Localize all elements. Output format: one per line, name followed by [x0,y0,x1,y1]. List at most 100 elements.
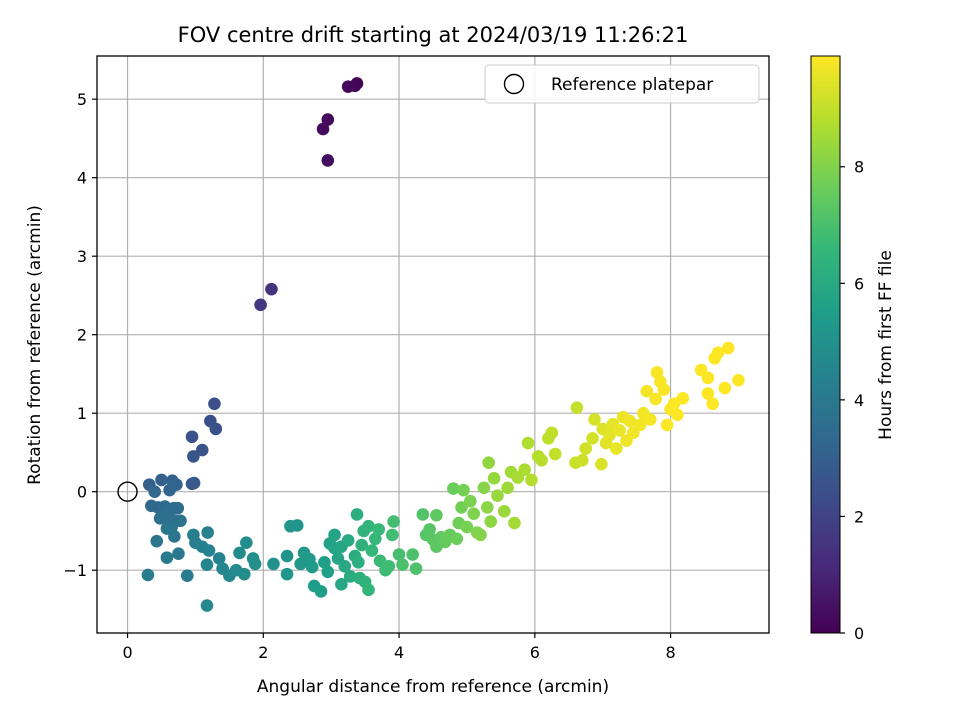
data-point [187,450,200,463]
data-point [508,516,521,530]
data-point [195,443,209,457]
plot-frame [96,55,770,634]
x-tick-label: 2 [258,643,268,662]
legend-box [484,64,760,104]
y-tick-label: 1 [77,404,87,423]
data-point [160,551,174,564]
legend: Reference platepar [484,64,760,104]
y-axis-label: Rotation from reference (arcmin) [25,205,45,485]
x-tick-label: 8 [665,643,675,662]
data-point [477,481,491,495]
data-point [321,565,335,579]
data-point [280,567,294,581]
data-point [305,560,319,574]
data-point [155,473,168,487]
data-point [382,559,396,573]
data-point [267,557,280,571]
data-point [248,557,262,571]
data-point [148,485,161,498]
data-point [409,562,423,575]
data-point [518,463,531,477]
data-point [423,523,436,536]
data-point [396,558,409,572]
legend-entry-reference: Reference platepar [551,75,713,95]
data-point [633,418,647,432]
data-point [482,456,495,469]
data-point [588,413,601,426]
data-point [525,473,538,487]
data-point [233,546,246,560]
data-point [487,472,501,485]
data-point [168,530,181,543]
colorbar-tick-label: 0 [854,624,864,643]
data-point [649,392,662,406]
data-point [335,578,348,591]
data-point [660,418,674,432]
colorbar [810,55,841,634]
data-point [201,526,214,539]
data-point [387,515,400,528]
x-axis-label: Angular distance from reference (arcmin) [257,677,609,697]
x-axis-ticks: 0 2 4 6 8 [122,633,676,662]
data-point [535,453,548,467]
data-point [150,534,164,548]
data-point [474,528,487,542]
colorbar-label: Hours from first FF file [876,250,896,440]
data-point [497,505,511,518]
data-point [545,426,559,440]
colorbar-tick-label: 8 [854,158,864,177]
data-point [254,298,267,312]
reference-point-marker [117,481,138,502]
data-point [352,556,365,569]
data-point [484,515,497,528]
data-point [240,536,253,550]
data-point [460,520,474,534]
data-point [721,341,735,355]
x-tick-label: 6 [530,643,540,662]
y-axis-ticks: −1 0 1 2 3 4 5 [63,90,97,580]
colorbar-ticks: 0 2 4 6 8 [840,158,864,643]
data-points [117,77,745,612]
data-point [163,483,176,497]
y-tick-label: −1 [63,561,87,580]
data-point [603,428,616,442]
y-tick-label: 4 [77,169,87,188]
data-point [718,381,732,395]
data-point [153,512,167,525]
chart-title: FOV centre drift starting at 2024/03/19 … [178,23,689,47]
data-point [212,552,226,565]
data-point [343,570,357,583]
data-point [491,489,504,502]
data-point [701,371,715,385]
data-point [180,569,194,582]
data-point [185,430,199,444]
data-point [209,422,223,436]
data-point [430,508,443,522]
data-point [362,519,375,533]
data-point [464,494,477,508]
data-point [172,547,185,561]
data-point [341,534,355,547]
data-point [280,549,294,563]
data-point [355,538,369,552]
data-point [174,514,187,528]
data-point [416,508,430,521]
data-point [185,477,199,491]
data-point [548,447,562,461]
data-point [671,408,684,422]
y-tick-label: 0 [77,483,87,502]
data-point [171,501,185,515]
data-point [406,548,419,561]
data-point [314,585,328,598]
data-point [579,442,593,455]
data-point [290,519,304,532]
data-point [202,544,216,557]
data-point [341,80,355,93]
y-tick-label: 2 [77,326,87,345]
data-point [265,282,278,296]
data-point [676,391,690,405]
legend-reference-marker [503,73,525,95]
data-point [200,558,214,572]
data-point [732,373,745,387]
